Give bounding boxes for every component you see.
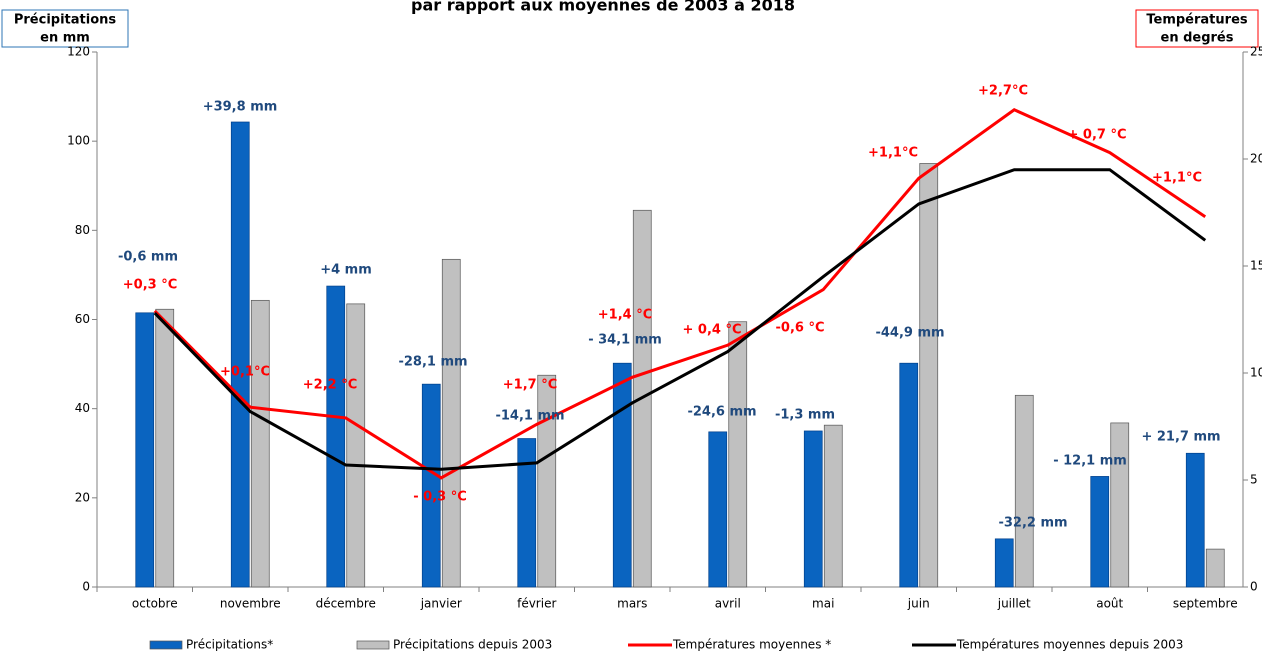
bar xyxy=(155,308,175,588)
bar xyxy=(326,285,346,588)
y-tick-label: 80 xyxy=(75,223,90,237)
annotation: + 0,4 °C xyxy=(682,323,741,338)
annotation: +2,2 °C xyxy=(303,378,358,393)
annotation: -24,6 mm xyxy=(687,405,756,420)
bar xyxy=(803,430,823,588)
legend-label: Précipitations* xyxy=(186,638,273,652)
y-tick-label: 120 xyxy=(67,45,90,59)
bar xyxy=(537,374,557,588)
annotation: -0,6 °C xyxy=(776,321,825,336)
bar xyxy=(346,303,366,588)
y2-tick-label: 20 xyxy=(1250,152,1262,166)
y-tick-label: 60 xyxy=(75,312,90,326)
line xyxy=(153,168,1207,471)
bar xyxy=(135,312,155,588)
bar xyxy=(1205,548,1225,588)
x-tick-label: mars xyxy=(617,597,647,611)
annotation: +4 mm xyxy=(320,263,372,278)
bar xyxy=(708,431,728,588)
y-tick-label: 40 xyxy=(75,401,90,415)
annotation: +1,7 °C xyxy=(503,378,558,393)
bar xyxy=(250,299,270,588)
annotation: +1,4 °C xyxy=(598,308,653,323)
y2-label: en degrés xyxy=(1161,31,1234,46)
bar xyxy=(994,538,1014,588)
annotation: + 0,7 °C xyxy=(1067,128,1126,143)
legend-label: Températures moyennes * xyxy=(672,638,831,652)
x-tick-label: janvier xyxy=(420,597,462,611)
bar xyxy=(1014,394,1034,588)
y2-tick-label: 10 xyxy=(1250,366,1262,380)
bar xyxy=(230,121,250,588)
x-tick-label: avril xyxy=(715,597,741,611)
bar xyxy=(1185,452,1205,588)
y2-label: Températures xyxy=(1146,13,1248,28)
annotation: -44,9 mm xyxy=(875,326,944,341)
bar xyxy=(919,163,939,588)
bar xyxy=(1110,422,1130,588)
annotation: +0,1°C xyxy=(220,365,270,380)
x-tick-label: septembre xyxy=(1173,597,1238,611)
y2-label-box xyxy=(1135,9,1259,48)
legend-label: Températures moyennes depuis 2003 xyxy=(956,638,1183,652)
legend-label: Précipitations depuis 2003 xyxy=(393,638,552,652)
annotation: +39,8 mm xyxy=(203,100,278,115)
y2-tick-label: 5 xyxy=(1250,473,1258,487)
x-tick-label: juin xyxy=(907,597,930,611)
legend-swatch xyxy=(356,640,390,650)
y-label-box xyxy=(1,9,129,48)
legend-swatch xyxy=(149,640,183,650)
y2-tick-label: 15 xyxy=(1250,259,1262,273)
bar xyxy=(612,362,632,588)
x-tick-label: octobre xyxy=(132,597,178,611)
bar xyxy=(1090,476,1110,588)
bar xyxy=(899,362,919,588)
chart-title: par rapport aux moyennes de 2003 à 2018 xyxy=(411,0,795,15)
bar xyxy=(517,438,537,588)
y-tick-label: 20 xyxy=(75,490,90,504)
x-tick-label: décembre xyxy=(316,597,376,611)
annotation: -1,3 mm xyxy=(775,408,835,423)
y-tick-label: 100 xyxy=(67,134,90,148)
x-tick-label: juillet xyxy=(997,597,1031,611)
line xyxy=(153,108,1207,480)
annotation: +0,3 °C xyxy=(123,278,178,293)
bar xyxy=(421,383,441,588)
bar xyxy=(441,258,461,588)
y-label: en mm xyxy=(40,31,90,46)
annotation: - 34,1 mm xyxy=(588,333,662,348)
y-label: Précipitations xyxy=(14,13,117,28)
bar xyxy=(823,424,843,588)
annotation: -32,2 mm xyxy=(998,516,1067,531)
x-tick-label: février xyxy=(517,597,556,611)
annotation: +1,1°C xyxy=(1152,171,1202,186)
x-tick-label: août xyxy=(1096,597,1123,611)
x-tick-label: novembre xyxy=(220,597,281,611)
y2-tick-label: 0 xyxy=(1250,580,1258,594)
annotation: -28,1 mm xyxy=(398,355,467,370)
bar xyxy=(728,321,748,588)
x-tick-label: mai xyxy=(812,597,834,611)
y2-tick-label: 25 xyxy=(1250,45,1262,59)
annotation: -14,1 mm xyxy=(495,409,564,424)
annotation: +2,7°C xyxy=(978,84,1028,99)
annotation: -0,6 mm xyxy=(118,250,178,265)
annotation: - 0,3 °C xyxy=(413,490,467,505)
annotation: + 21,7 mm xyxy=(1141,430,1220,445)
annotation: - 12,1 mm xyxy=(1053,454,1127,469)
annotation: +1,1°C xyxy=(868,146,918,161)
y-tick-label: 0 xyxy=(82,580,90,594)
